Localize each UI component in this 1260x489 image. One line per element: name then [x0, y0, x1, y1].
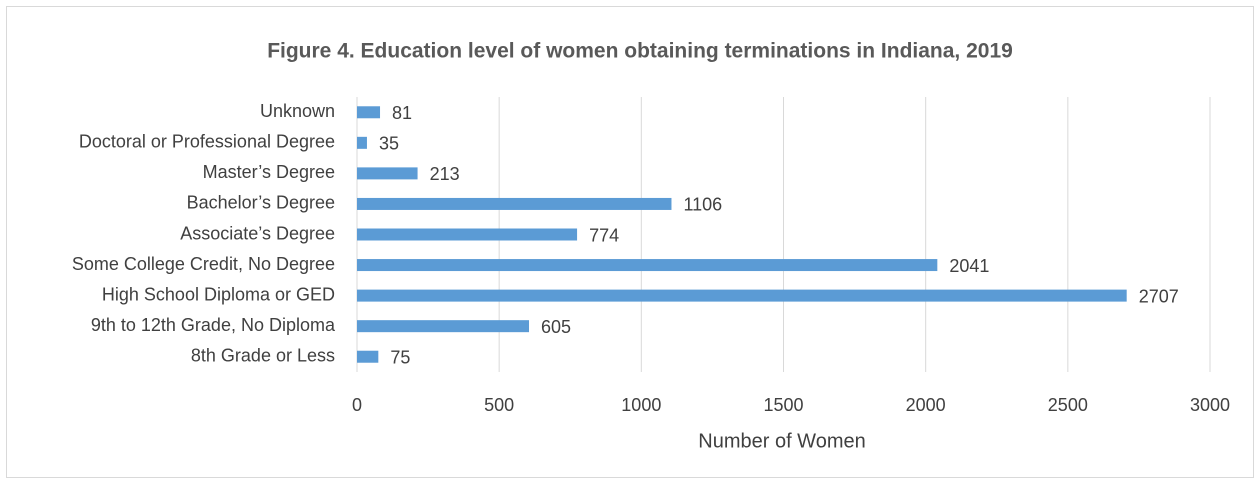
x-tick-label: 0 [352, 395, 362, 415]
x-tick-label: 2500 [1048, 395, 1088, 415]
bar [357, 320, 530, 333]
y-tick-label: Doctoral or Professional Degree [79, 132, 335, 152]
y-tick-label: Unknown [260, 101, 335, 121]
bar [357, 167, 418, 180]
bar [357, 350, 379, 363]
bar [357, 197, 672, 210]
x-tick-label: 1500 [763, 395, 803, 415]
bar [357, 136, 367, 149]
x-tick-label: 1000 [621, 395, 661, 415]
value-label: 605 [541, 317, 571, 337]
bar [357, 289, 1127, 302]
x-tick-label: 3000 [1190, 395, 1230, 415]
y-tick-label: 9th to 12th Grade, No Diploma [91, 315, 336, 335]
bar [357, 228, 578, 241]
x-tick-label: 500 [484, 395, 514, 415]
value-label: 1106 [683, 195, 722, 215]
value-label: 774 [589, 225, 619, 245]
value-label: 75 [390, 347, 410, 367]
bar [357, 106, 381, 119]
value-label: 213 [430, 164, 460, 184]
x-tick-label: 2000 [906, 395, 946, 415]
bar [357, 259, 938, 272]
x-axis-title: Number of Women [698, 430, 865, 452]
value-label: 81 [392, 103, 412, 123]
value-label: 2041 [949, 256, 989, 276]
value-label: 35 [379, 134, 399, 154]
y-tick-label: Associate’s Degree [180, 223, 335, 243]
y-tick-label: Bachelor’s Degree [187, 193, 335, 213]
chart-title: Figure 4. Education level of women obtai… [267, 40, 1013, 63]
y-tick-label: 8th Grade or Less [191, 345, 335, 365]
value-label: 2707 [1139, 286, 1179, 306]
y-tick-label: Some College Credit, No Degree [72, 254, 335, 274]
y-tick-label: Master’s Degree [203, 162, 335, 182]
chart-border [6, 6, 1254, 478]
y-tick-label: High School Diploma or GED [102, 284, 335, 304]
